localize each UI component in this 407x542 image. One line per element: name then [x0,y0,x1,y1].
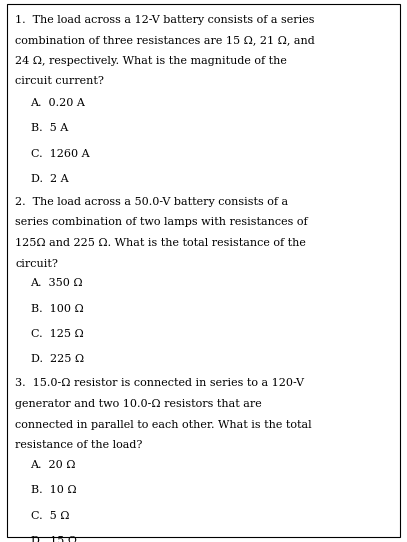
Text: 3.  15.0-Ω resistor is connected in series to a 120-V: 3. 15.0-Ω resistor is connected in serie… [15,378,304,388]
Text: D.  225 Ω: D. 225 Ω [31,354,84,364]
Text: A.  0.20 A: A. 0.20 A [31,98,85,107]
Text: B.  5 A: B. 5 A [31,123,68,133]
Text: A.  20 Ω: A. 20 Ω [31,460,76,469]
Text: generator and two 10.0-Ω resistors that are: generator and two 10.0-Ω resistors that … [15,399,262,409]
Text: connected in parallel to each other. What is the total: connected in parallel to each other. Wha… [15,420,312,429]
Text: combination of three resistances are 15 Ω, 21 Ω, and: combination of three resistances are 15 … [15,35,315,45]
Text: C.  5 Ω: C. 5 Ω [31,511,69,520]
Text: B.  100 Ω: B. 100 Ω [31,304,83,313]
Text: A.  350 Ω: A. 350 Ω [31,278,83,288]
Text: C.  1260 A: C. 1260 A [31,149,89,158]
Text: 125Ω and 225 Ω. What is the total resistance of the: 125Ω and 225 Ω. What is the total resist… [15,238,306,248]
Text: D.  2 A: D. 2 A [31,174,68,184]
Text: C.  125 Ω: C. 125 Ω [31,329,83,339]
Text: resistance of the load?: resistance of the load? [15,440,143,450]
Text: circuit current?: circuit current? [15,76,104,86]
Text: 24 Ω, respectively. What is the magnitude of the: 24 Ω, respectively. What is the magnitud… [15,56,287,66]
Text: D.  15 Ω: D. 15 Ω [31,536,77,542]
Text: circuit?: circuit? [15,259,58,268]
Text: B.  10 Ω: B. 10 Ω [31,485,76,495]
Text: 1.  The load across a 12-V battery consists of a series: 1. The load across a 12-V battery consis… [15,15,315,24]
Text: series combination of two lamps with resistances of: series combination of two lamps with res… [15,217,308,227]
Text: 2.  The load across a 50.0-V battery consists of a: 2. The load across a 50.0-V battery cons… [15,197,289,207]
